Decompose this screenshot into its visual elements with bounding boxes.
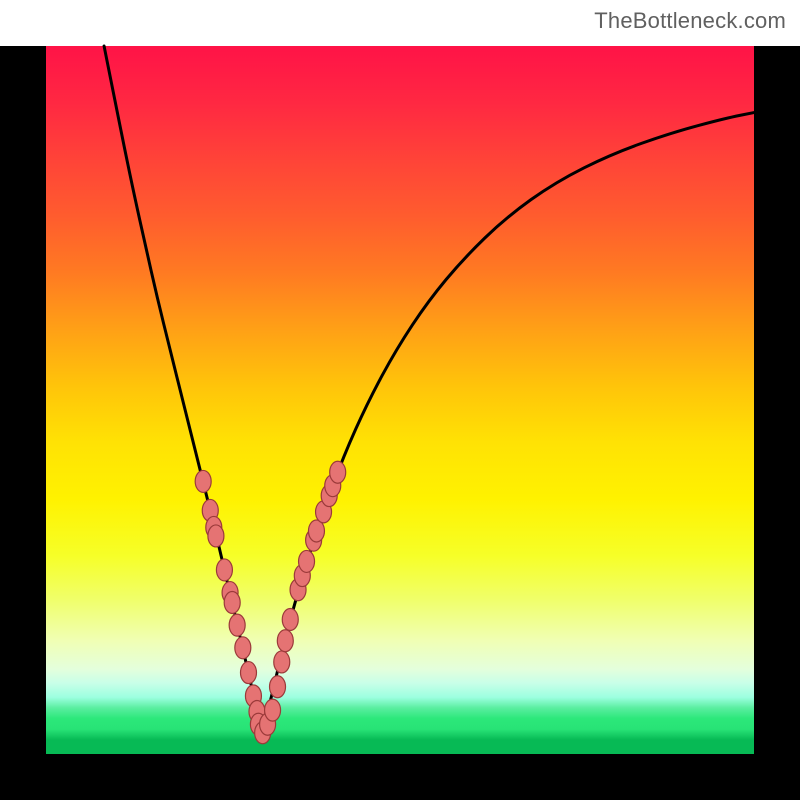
- bottleneck-chart: TheBottleneck.com: [0, 0, 800, 800]
- watermark-label: TheBottleneck.com: [594, 8, 786, 34]
- chart-svg: [0, 0, 800, 800]
